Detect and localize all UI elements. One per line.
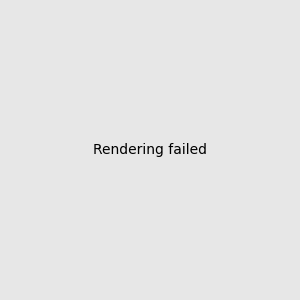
Text: Rendering failed: Rendering failed: [93, 143, 207, 157]
